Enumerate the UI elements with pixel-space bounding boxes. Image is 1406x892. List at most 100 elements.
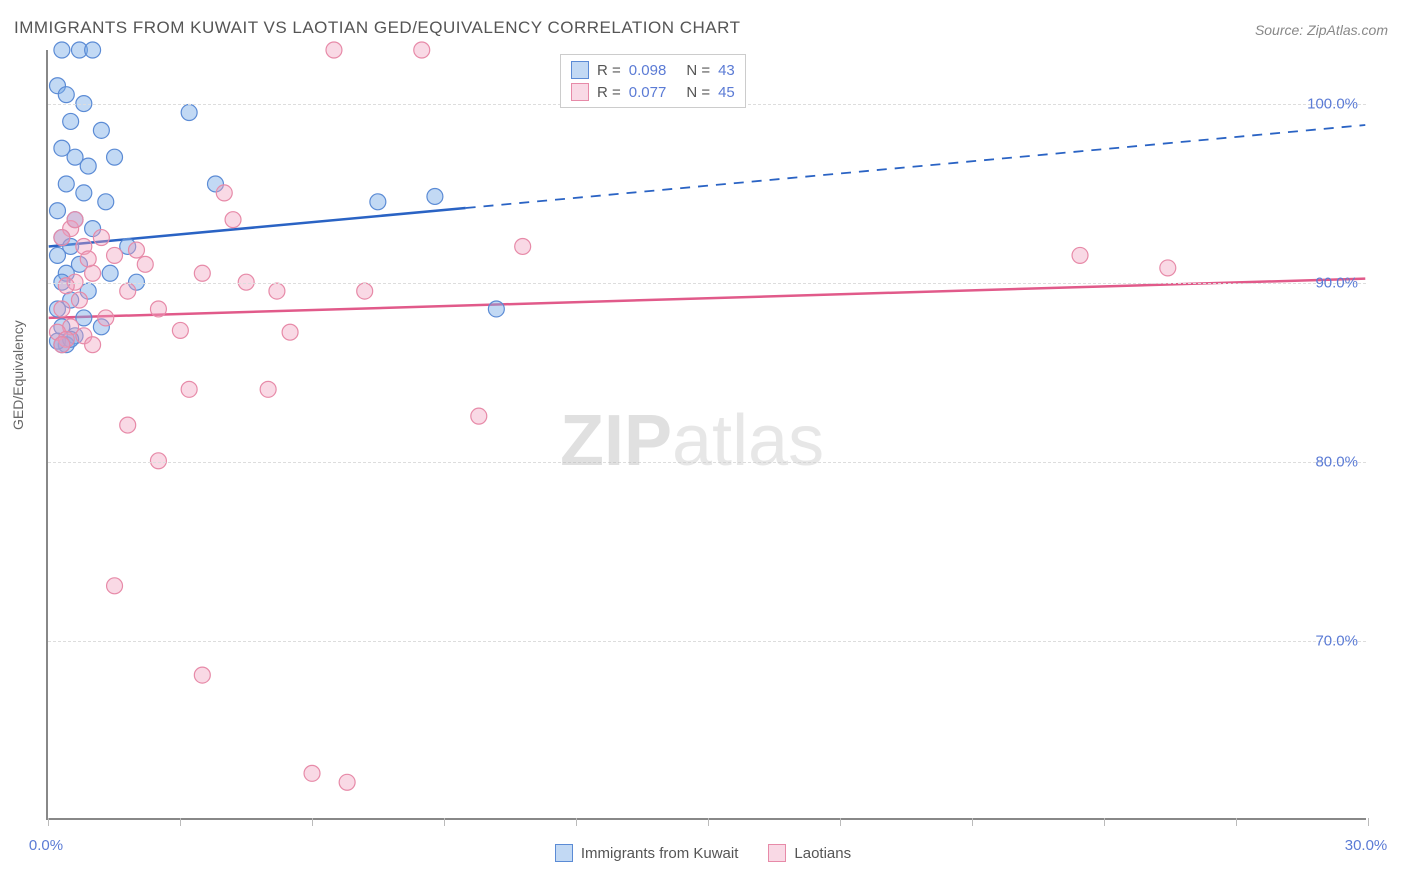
legend-bottom-item-laotian: Laotians xyxy=(768,844,851,862)
scatter-point-kuwait xyxy=(76,185,92,201)
scatter-point-kuwait xyxy=(50,203,66,219)
scatter-point-kuwait xyxy=(63,113,79,129)
scatter-point-kuwait xyxy=(181,105,197,121)
legend-top: R = 0.098 N = 43 R = 0.077 N = 45 xyxy=(560,54,746,108)
scatter-point-kuwait xyxy=(58,87,74,103)
scatter-point-laotian xyxy=(339,774,355,790)
scatter-point-laotian xyxy=(326,42,342,58)
scatter-point-laotian xyxy=(216,185,232,201)
legend-n-value: 45 xyxy=(718,84,735,101)
x-tick xyxy=(576,818,577,826)
scatter-point-kuwait xyxy=(93,122,109,138)
gridline-h xyxy=(48,283,1366,284)
scatter-point-kuwait xyxy=(427,188,443,204)
legend-swatch-kuwait xyxy=(571,61,589,79)
scatter-point-laotian xyxy=(282,324,298,340)
scatter-point-kuwait xyxy=(98,194,114,210)
chart-container: IMMIGRANTS FROM KUWAIT VS LAOTIAN GED/EQ… xyxy=(0,0,1406,892)
scatter-point-laotian xyxy=(269,283,285,299)
scatter-point-laotian xyxy=(1160,260,1176,276)
scatter-point-laotian xyxy=(107,247,123,263)
scatter-point-laotian xyxy=(150,453,166,469)
scatter-point-laotian xyxy=(85,337,101,353)
x-tick xyxy=(840,818,841,826)
scatter-point-laotian xyxy=(54,230,70,246)
legend-swatch-laotian xyxy=(768,844,786,862)
x-tick xyxy=(708,818,709,826)
y-tick-label: 100.0% xyxy=(1307,95,1358,112)
x-tick xyxy=(48,818,49,826)
scatter-point-kuwait xyxy=(488,301,504,317)
scatter-point-laotian xyxy=(194,667,210,683)
scatter-point-kuwait xyxy=(102,265,118,281)
x-tick xyxy=(312,818,313,826)
scatter-point-laotian xyxy=(98,310,114,326)
x-tick xyxy=(1236,818,1237,826)
scatter-point-kuwait xyxy=(85,42,101,58)
scatter-point-laotian xyxy=(67,212,83,228)
scatter-point-kuwait xyxy=(58,176,74,192)
scatter-point-kuwait xyxy=(370,194,386,210)
legend-r-label: R = xyxy=(597,62,621,79)
x-tick xyxy=(972,818,973,826)
scatter-point-laotian xyxy=(85,265,101,281)
scatter-point-laotian xyxy=(120,417,136,433)
legend-r-value: 0.077 xyxy=(629,84,667,101)
scatter-point-laotian xyxy=(304,765,320,781)
y-tick-label: 80.0% xyxy=(1315,453,1358,470)
y-tick-label: 70.0% xyxy=(1315,632,1358,649)
scatter-point-laotian xyxy=(80,251,96,267)
scatter-point-laotian xyxy=(107,578,123,594)
scatter-point-kuwait xyxy=(54,42,70,58)
scatter-point-laotian xyxy=(1072,247,1088,263)
scatter-point-laotian xyxy=(58,278,74,294)
scatter-point-laotian xyxy=(225,212,241,228)
scatter-point-laotian xyxy=(260,381,276,397)
legend-swatch-kuwait xyxy=(555,844,573,862)
x-tick xyxy=(1104,818,1105,826)
gridline-h xyxy=(48,641,1366,642)
y-axis-label: GED/Equivalency xyxy=(10,320,26,430)
legend-top-row: R = 0.098 N = 43 xyxy=(571,59,735,81)
scatter-point-laotian xyxy=(414,42,430,58)
scatter-point-laotian xyxy=(357,283,373,299)
legend-bottom-item-kuwait: Immigrants from Kuwait xyxy=(555,844,739,862)
legend-top-row: R = 0.077 N = 45 xyxy=(571,81,735,103)
chart-title: IMMIGRANTS FROM KUWAIT VS LAOTIAN GED/EQ… xyxy=(14,18,741,38)
legend-series-label: Laotians xyxy=(794,845,851,862)
legend-swatch-laotian xyxy=(571,83,589,101)
scatter-point-laotian xyxy=(150,301,166,317)
scatter-point-laotian xyxy=(54,337,70,353)
scatter-point-laotian xyxy=(515,238,531,254)
scatter-point-laotian xyxy=(129,242,145,258)
scatter-points-layer xyxy=(48,50,1366,818)
legend-r-label: R = xyxy=(597,84,621,101)
y-tick-label: 90.0% xyxy=(1315,274,1358,291)
scatter-point-kuwait xyxy=(50,247,66,263)
plot-area xyxy=(46,50,1366,820)
x-tick xyxy=(444,818,445,826)
scatter-point-laotian xyxy=(181,381,197,397)
legend-bottom: Immigrants from Kuwait Laotians xyxy=(0,844,1406,862)
plot-inner xyxy=(48,50,1366,818)
gridline-h xyxy=(48,462,1366,463)
legend-n-label: N = xyxy=(686,62,710,79)
scatter-point-laotian xyxy=(172,322,188,338)
scatter-point-kuwait xyxy=(80,158,96,174)
scatter-point-laotian xyxy=(120,283,136,299)
scatter-point-laotian xyxy=(194,265,210,281)
legend-n-value: 43 xyxy=(718,62,735,79)
scatter-point-laotian xyxy=(137,256,153,272)
x-tick xyxy=(1368,818,1369,826)
legend-n-label: N = xyxy=(686,84,710,101)
scatter-point-kuwait xyxy=(107,149,123,165)
legend-r-value: 0.098 xyxy=(629,62,667,79)
x-tick-label: 30.0% xyxy=(1345,837,1388,854)
scatter-point-laotian xyxy=(93,230,109,246)
scatter-point-laotian xyxy=(54,301,70,317)
x-tick xyxy=(180,818,181,826)
scatter-point-laotian xyxy=(471,408,487,424)
legend-series-label: Immigrants from Kuwait xyxy=(581,845,739,862)
x-tick-label: 0.0% xyxy=(29,837,63,854)
source-label: Source: ZipAtlas.com xyxy=(1255,22,1388,38)
